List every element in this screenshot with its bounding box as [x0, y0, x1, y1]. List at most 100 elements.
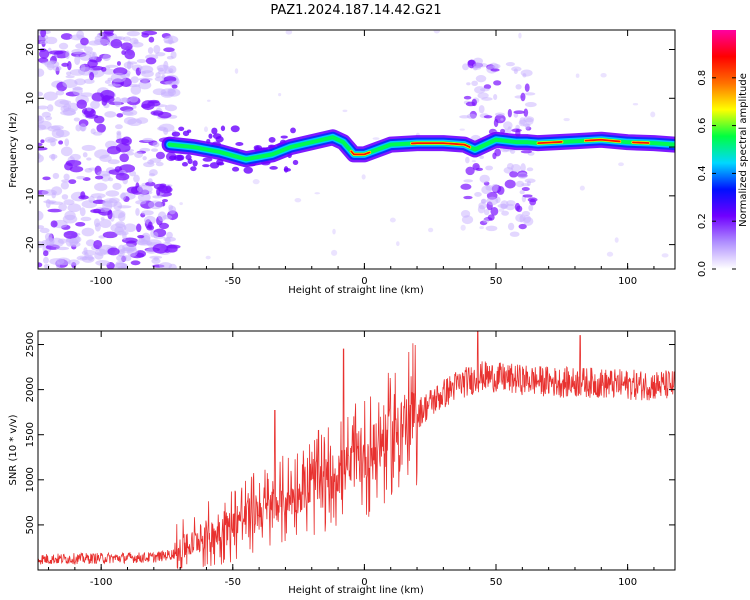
noise-blob [465, 166, 475, 176]
noise-blob [80, 191, 86, 199]
noise-blob [501, 210, 509, 216]
colorbar-tick-label: 0.4 [697, 165, 708, 181]
noise-blob [475, 167, 483, 172]
noise-blob [117, 205, 132, 209]
noise-blob [474, 191, 482, 197]
noise-blob [43, 91, 58, 101]
noise-blob [38, 34, 49, 41]
noise-blob [61, 179, 71, 183]
spectrogram-y-tick-label: 0 [25, 144, 36, 150]
colorbar-tick-label: 0.8 [697, 70, 708, 86]
noise-blob [115, 138, 130, 144]
noise-blob [481, 198, 487, 204]
noise-blob [135, 250, 147, 258]
noise-blob [135, 207, 140, 216]
noise-blob [110, 39, 123, 49]
noise-blob [524, 102, 537, 108]
noise-blob [107, 159, 120, 165]
noise-blob [152, 141, 160, 148]
snr-y-tick-label: 500 [25, 515, 36, 534]
noise-blob [147, 178, 153, 184]
noise-blob [474, 86, 486, 94]
noise-blob [160, 88, 177, 97]
noise-blob [50, 220, 58, 228]
noise-blob [521, 183, 530, 187]
noise-blob [524, 178, 536, 184]
noise-blob [62, 78, 78, 88]
noise-blob [173, 154, 184, 162]
noise-blob [482, 217, 490, 224]
spectrogram-x-ticks: -100 -50 0 50 100 [48, 30, 655, 287]
noise-blob [60, 33, 73, 40]
noise-blob [471, 80, 478, 86]
signal-ridge-core [350, 150, 371, 156]
noise-blob [190, 166, 197, 172]
noise-blob [66, 71, 72, 76]
noise-blob [490, 68, 500, 72]
noise-blob [157, 111, 172, 119]
noise-blob [498, 208, 505, 212]
noise-blob [44, 60, 60, 68]
noise-blob [126, 31, 141, 37]
noise-blob [157, 70, 167, 75]
noise-blob [520, 150, 533, 154]
snr-series-line [38, 331, 675, 570]
noise-blob [478, 202, 487, 210]
noise-blob [493, 118, 499, 128]
noise-blob [58, 42, 69, 50]
noise-blob [100, 89, 115, 100]
noise-blob [166, 244, 178, 253]
noise-blob [79, 53, 92, 61]
spectrogram-x-tick-label: 50 [490, 276, 503, 287]
noise-blob [120, 192, 127, 201]
noise-blob [63, 173, 70, 181]
noise-blob [137, 234, 145, 239]
noise-blob [205, 255, 211, 260]
spectrogram-y-tick-label: 10 [25, 92, 36, 105]
noise-blob [563, 117, 570, 122]
noise-blob [477, 92, 489, 99]
noise-blob [38, 105, 49, 110]
noise-blob [485, 225, 498, 232]
noise-blob [505, 62, 515, 67]
noise-blob [520, 92, 526, 102]
noise-blob [529, 198, 537, 206]
noise-blob [518, 223, 527, 230]
noise-blob [361, 174, 366, 180]
colorbar-scale [712, 30, 736, 269]
noise-blob [164, 237, 171, 244]
noise-blob [515, 180, 525, 188]
noise-blob [93, 239, 103, 250]
noise-blob [186, 129, 192, 133]
noise-blob [52, 172, 60, 179]
noise-blob [524, 83, 530, 92]
spectrogram-ylabel: Frequency (Hz) [8, 112, 19, 188]
noise-blob [164, 104, 178, 112]
noise-blob [116, 254, 128, 262]
noise-blob [480, 87, 490, 92]
noise-blob [155, 151, 165, 160]
noise-blob [55, 90, 65, 96]
spectrogram-y-ticks: 20 10 0 -10 -20 [25, 43, 675, 253]
noise-blob [459, 115, 471, 119]
noise-blob [73, 117, 80, 122]
noise-blob [493, 93, 498, 100]
noise-blob [43, 250, 49, 257]
noise-blob [471, 160, 476, 163]
noise-blob [510, 163, 521, 173]
noise-blob [129, 95, 139, 103]
noise-blob [494, 112, 505, 117]
spectrogram-x-tick-label: -50 [225, 276, 241, 287]
noise-blob [163, 60, 169, 71]
noise-blob [64, 210, 76, 221]
noise-blob [153, 256, 159, 261]
spectrogram-y-tick-label: -10 [25, 188, 36, 204]
noise-blob [159, 222, 170, 230]
noise-blob [503, 121, 513, 130]
noise-blob [139, 65, 154, 74]
noise-blob [130, 76, 139, 84]
noise-blob [234, 68, 239, 74]
noise-blob [125, 151, 135, 156]
noise-blob [38, 91, 44, 97]
